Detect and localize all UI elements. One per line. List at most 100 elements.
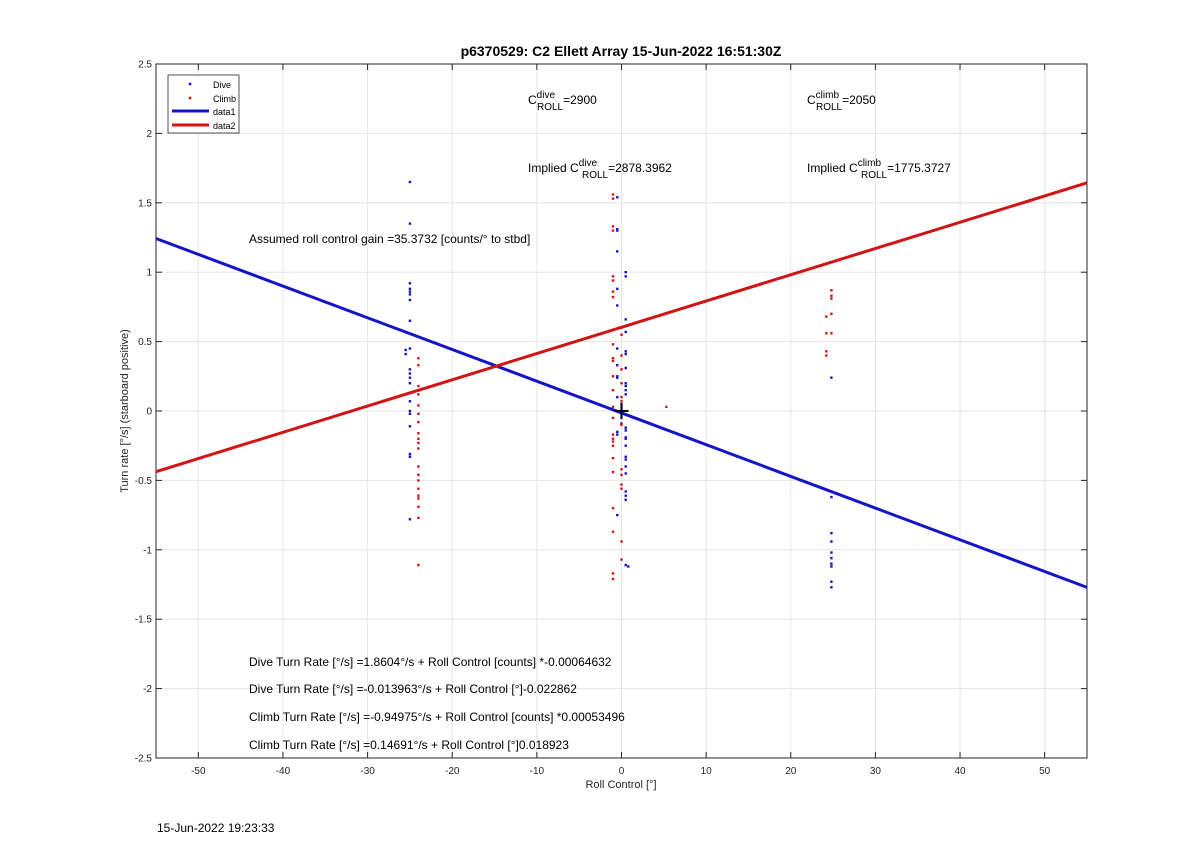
dive-point [620,422,623,425]
footer-timestamp: 15-Jun-2022 19:23:33 [157,821,275,835]
dive-point [624,275,627,278]
climb-point [417,505,420,508]
legend: Dive Climb data1 data2 [167,74,240,134]
dive-point [408,455,412,459]
climb-point [620,558,623,561]
cclimb-annotation: Cclimb ROLL=2050 [807,90,876,113]
y-tick-label: -1.5 [135,615,153,626]
climb-point [620,423,623,427]
climb-point [620,400,623,403]
climb-point [620,395,623,399]
climb-point [611,416,615,420]
climb-point [611,275,615,278]
climb-point [417,420,420,424]
dive-point [830,556,833,560]
dive-point [830,495,833,499]
dive-point [616,363,619,367]
x-tick-label: 20 [785,766,797,777]
x-axis-label: Roll Control [°] [585,779,656,791]
climb-point [611,375,615,378]
climb-point [417,393,420,396]
dive-point [616,375,619,378]
y-tick-label: 2.5 [138,60,152,71]
dive-degrees-equation: Dive Turn Rate [°/s] =-0.013963°/s + Rol… [249,682,577,696]
dive-point [404,348,407,352]
roll-gain-annotation: Assumed roll control gain =35.3732 [coun… [249,232,530,246]
climb-point [620,382,623,385]
x-tick-label: 0 [619,766,625,777]
climb-point [825,354,828,357]
dive-point [624,563,627,567]
dive-point [830,562,833,565]
x-tick-label: 50 [1039,766,1051,777]
dive-point [624,352,627,356]
climb-point [825,350,828,353]
dive-point [624,494,627,497]
climb-point [825,332,828,335]
climb-point [830,294,833,297]
dive-point [408,376,412,379]
dive-point [616,227,619,231]
climb-point [417,437,420,440]
climb-point [620,473,623,477]
climb-point [611,444,615,447]
dive-point [624,330,627,334]
legend-dive-marker [188,82,192,86]
dive-point [624,271,627,274]
climb-point [620,540,623,543]
y-tick-label: -1 [143,545,152,556]
y-axis-ticks: 2.5 2 1.5 1 0.5 0 -0.5 -1 -1.5 -2 -2.5 [135,60,1087,765]
dive-point [408,372,412,375]
dive-point [616,513,619,517]
climb-point [830,332,833,335]
climb-point [611,229,615,232]
dive-point [616,430,619,434]
x-tick-label: -20 [445,766,460,777]
y-tick-label: 1.5 [138,198,152,209]
legend-dive-label: Dive [213,80,231,90]
climb-point [417,563,420,567]
climb-point [611,295,615,299]
dive-point [408,222,412,225]
climb-point [611,225,615,228]
dive-point [408,290,412,293]
climb-point [620,487,623,490]
climb-point [417,487,420,490]
x-tick-label: 10 [701,766,713,777]
dive-point [830,565,833,568]
climb-point [417,497,420,500]
dive-point [616,287,619,291]
dive-point [624,458,627,461]
dive-point [624,393,627,396]
dive-point [616,304,619,307]
legend-climb-label: Climb [213,94,236,104]
climb-point [611,279,615,282]
climb-point [830,312,833,316]
dive-point [616,433,619,436]
dive-point [408,452,412,456]
climb-point [611,572,615,575]
chart-title: p6370529: C2 Ellett Array 15-Jun-2022 16… [461,43,782,59]
dive-point [616,395,619,399]
climb-point [417,384,420,388]
y-tick-label: 2 [146,129,152,140]
x-tick-label: -50 [191,766,206,777]
climb-point [417,432,420,435]
climb-point [611,577,615,581]
climb-point [611,197,615,200]
dive-point [408,412,412,415]
dive-point [624,436,627,439]
climb-point [611,433,615,436]
climb-point [830,297,833,300]
dive-point [408,319,412,322]
implied-cdive-annotation: Implied Cdive ROLL=2878.3962 [528,158,672,181]
climb-point [620,483,623,486]
dive-point [624,318,627,321]
climb-point [611,470,615,474]
climb-point [611,405,615,409]
dive-point [830,586,833,589]
climb-point [611,359,615,363]
climb-point [611,343,615,346]
dive-point [624,382,627,385]
